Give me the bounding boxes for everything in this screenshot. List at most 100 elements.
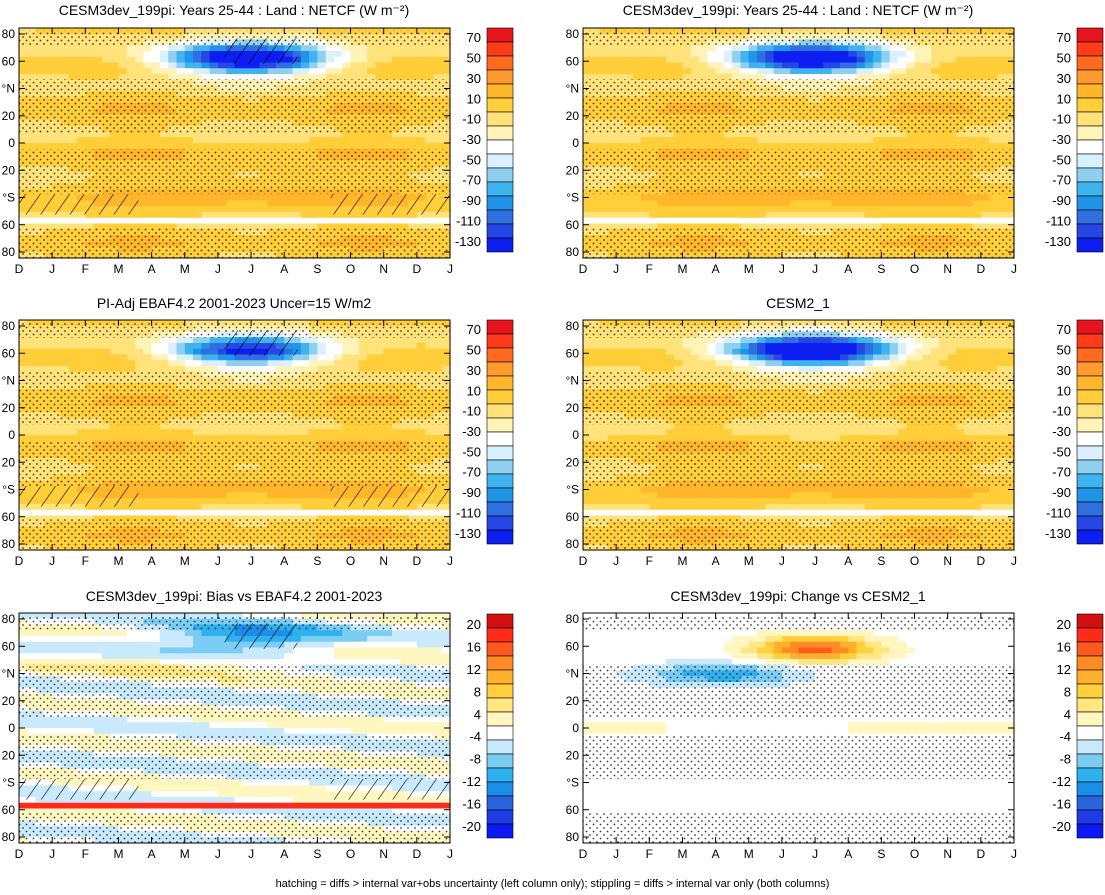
x-tick-label: O — [346, 262, 355, 276]
heatmap-cell — [657, 45, 667, 52]
heatmap-cell — [251, 206, 260, 213]
heatmap-cell — [757, 217, 766, 225]
heatmap-cell — [151, 51, 161, 58]
heatmap-cell — [765, 217, 775, 225]
heatmap-cell — [806, 143, 816, 150]
heatmap-cell — [350, 348, 360, 356]
heatmap-cell — [77, 360, 86, 367]
heatmap-cell — [242, 143, 252, 150]
heatmap-cell — [441, 143, 451, 150]
heatmap-cell — [300, 51, 310, 58]
heatmap-cell — [367, 143, 377, 150]
heatmap-cell — [317, 217, 327, 225]
heatmap-cell — [583, 137, 592, 144]
heatmap-cell — [383, 51, 393, 58]
heatmap-cell — [77, 343, 86, 350]
heatmap-cell — [732, 200, 742, 207]
heatmap-cell — [972, 131, 982, 138]
colorbar-label: -30 — [1052, 132, 1071, 147]
heatmap-cell — [441, 62, 451, 69]
heatmap-cell — [168, 360, 178, 367]
heatmap-cell — [325, 45, 335, 52]
heatmap-cell — [823, 194, 833, 202]
heatmap-cell — [201, 223, 211, 230]
heatmap-cell — [989, 137, 999, 144]
heatmap-cell — [60, 360, 70, 367]
heatmap-cell — [168, 62, 178, 69]
heatmap-cell — [947, 223, 957, 230]
heatmap-cell — [839, 68, 849, 75]
colorbar-label: -110 — [1046, 213, 1071, 228]
heatmap-cell — [815, 143, 824, 150]
colorbar-swatch — [486, 237, 514, 253]
heatmap-cell — [325, 217, 335, 225]
heatmap-cell — [715, 217, 725, 225]
heatmap-cell — [732, 212, 742, 219]
heatmap-cell — [947, 137, 957, 144]
colorbar-swatch — [1076, 83, 1104, 99]
heatmap-cell — [35, 366, 45, 373]
heatmap-cell — [881, 137, 891, 144]
heatmap-cell — [856, 56, 866, 64]
heatmap-cell — [607, 137, 617, 144]
heatmap-cell — [201, 51, 211, 58]
heatmap-cell — [873, 68, 882, 75]
heatmap-cell — [715, 223, 725, 230]
heatmap-cell — [408, 131, 418, 138]
heatmap-cell — [275, 206, 285, 213]
heatmap-cell — [607, 212, 617, 219]
heatmap-cell — [931, 212, 941, 219]
heatmap-cell — [325, 366, 335, 373]
heatmap-cell — [699, 137, 708, 144]
heatmap-cell — [864, 45, 874, 52]
heatmap-cell — [60, 62, 70, 69]
heatmap-cell — [300, 68, 310, 75]
heatmap-cell — [284, 143, 294, 150]
heatmap-cell — [773, 223, 783, 230]
heatmap-cell — [151, 200, 161, 207]
heatmap-cell — [43, 62, 53, 69]
x-tick-label: J — [779, 262, 785, 276]
heatmap-cell — [1005, 212, 1015, 219]
heatmap-cell — [699, 62, 708, 69]
heatmap-cell — [947, 56, 957, 64]
heatmap-cell — [309, 217, 318, 225]
heatmap-cell — [259, 62, 269, 69]
heatmap-cell — [275, 366, 285, 373]
heatmap-cell — [143, 143, 153, 150]
heatmap-cell — [732, 131, 742, 138]
heatmap-cell — [980, 206, 990, 213]
heatmap-cell — [101, 143, 111, 150]
heatmap-cell — [193, 206, 202, 213]
heatmap-cell — [193, 143, 202, 150]
heatmap-cell — [400, 360, 410, 367]
heatmap-cell — [964, 194, 974, 202]
heatmap-cell — [275, 212, 285, 219]
heatmap-cell — [641, 212, 650, 219]
heatmap-cell — [209, 74, 219, 81]
heatmap-cell — [732, 143, 742, 150]
heatmap-cell — [583, 68, 592, 75]
y-tick-label: °N — [566, 82, 579, 96]
heatmap-cell — [906, 194, 916, 202]
heatmap-cell — [325, 51, 335, 58]
heatmap-cell — [408, 212, 418, 219]
x-tick-label: J — [447, 262, 453, 276]
heatmap-cell — [583, 45, 592, 52]
heatmap-cell — [242, 212, 252, 219]
heatmap-cell — [168, 348, 178, 356]
heatmap-cell — [707, 206, 717, 213]
heatmap-cell — [118, 131, 128, 138]
heatmap-cell — [839, 51, 849, 58]
heatmap-cell — [391, 62, 401, 69]
heatmap-cell — [317, 194, 327, 202]
heatmap-cell — [997, 200, 1007, 207]
heatmap-cell — [101, 348, 111, 356]
heatmap-cell — [85, 45, 95, 52]
heatmap-cell — [723, 194, 733, 202]
heatmap-cell — [52, 143, 62, 150]
heatmap-cell — [873, 74, 882, 81]
heatmap-cell — [699, 131, 708, 138]
heatmap-cell — [193, 131, 202, 138]
heatmap-cell — [881, 200, 891, 207]
